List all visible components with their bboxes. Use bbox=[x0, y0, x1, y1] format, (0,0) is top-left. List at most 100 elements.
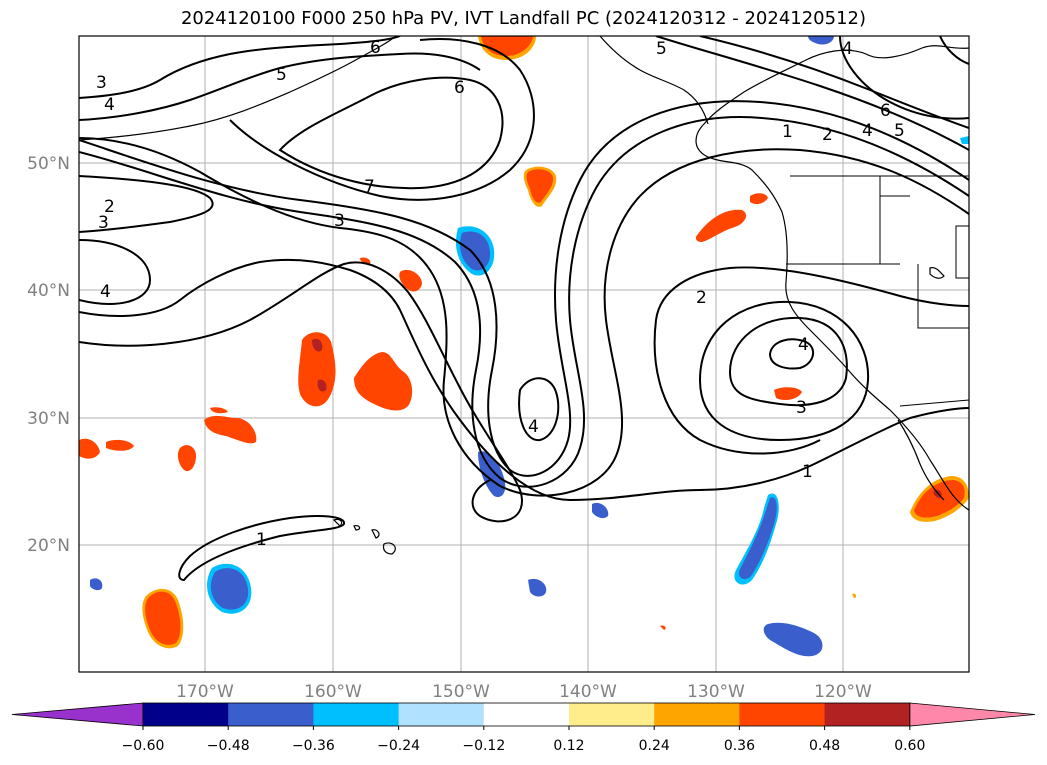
colorbar-segment bbox=[143, 703, 229, 726]
contour-label: 6 bbox=[880, 101, 891, 121]
colorbar-tick-label: −0.24 bbox=[377, 738, 420, 754]
contour-label: 4 bbox=[842, 39, 853, 59]
positive-anomaly-patches bbox=[79, 36, 969, 649]
contour-line bbox=[655, 266, 969, 321]
contour-label: 1 bbox=[256, 530, 267, 550]
neg-patch bbox=[738, 497, 777, 580]
colorbar-tick-label: −0.36 bbox=[292, 738, 335, 754]
colorbar-tick-label: −0.12 bbox=[462, 738, 505, 754]
map-panel: 3 4 2 3 4 5 6 6 7 3 4 1 5 4 1 2 4 6 5 2 bbox=[78, 35, 970, 673]
colorbar-segment bbox=[313, 703, 400, 726]
colorbar-extend-low bbox=[11, 702, 144, 727]
contour-labels: 3 4 2 3 4 5 6 6 7 3 4 1 5 4 1 2 4 6 5 2 bbox=[96, 38, 905, 550]
lat-tick-label: 20°N bbox=[27, 536, 70, 556]
neg-patch bbox=[960, 136, 969, 144]
contour-label: 2 bbox=[822, 125, 833, 145]
colorbar-tick-label: 0.48 bbox=[809, 738, 840, 754]
contour-line bbox=[939, 36, 969, 65]
contour-line bbox=[768, 338, 815, 370]
pos-patch bbox=[399, 269, 422, 292]
lat-tick-label: 40°N bbox=[27, 281, 70, 301]
neg-patch bbox=[460, 231, 491, 271]
border-state-box bbox=[955, 225, 969, 279]
colorbar-segment bbox=[739, 703, 826, 726]
lon-tick-label: 120°W bbox=[814, 682, 872, 702]
contour-line bbox=[79, 36, 401, 99]
colorbar-tick-label: −0.60 bbox=[122, 738, 165, 754]
pos-patch bbox=[526, 169, 554, 203]
pos-patch bbox=[695, 209, 747, 242]
colorbar bbox=[11, 702, 1036, 730]
contour-label: 1 bbox=[782, 122, 793, 142]
contour-line bbox=[839, 36, 969, 120]
lon-tick-label: 130°W bbox=[687, 682, 745, 702]
contour-label: 6 bbox=[370, 38, 381, 58]
pos-patch bbox=[317, 379, 327, 392]
pos-patch bbox=[774, 387, 802, 400]
colorbar-tick-label: 0.12 bbox=[553, 738, 584, 754]
contour-label: 4 bbox=[528, 417, 539, 437]
neg-patch bbox=[808, 36, 834, 45]
colorbar-tick-label: 0.60 bbox=[894, 738, 925, 754]
pos-patch bbox=[354, 352, 413, 411]
colorbar-segment bbox=[398, 703, 485, 726]
lon-tick-label: 160°W bbox=[304, 682, 362, 702]
contour-line bbox=[178, 515, 345, 582]
contour-line bbox=[518, 377, 560, 442]
contour-label: 5 bbox=[894, 121, 905, 141]
coastline-baja bbox=[897, 419, 945, 501]
map-title: 2024120100 F000 250 hPa PV, IVT Landfall… bbox=[180, 8, 867, 29]
colorbar-frame bbox=[142, 702, 911, 727]
colorbar-tick-label: 0.36 bbox=[724, 738, 755, 754]
lat-tick-labels: 50°N 40°N 30°N 20°N bbox=[27, 154, 70, 556]
neg-patch bbox=[90, 578, 103, 591]
contour-label: 6 bbox=[454, 78, 465, 98]
colorbar-tick-labels: −0.60 −0.48 −0.36 −0.24 −0.12 0.12 0.24 0.36 0.4… bbox=[122, 738, 926, 754]
coastline-lake bbox=[929, 267, 945, 279]
contour-label: 3 bbox=[796, 398, 807, 418]
contour-label: 5 bbox=[656, 39, 667, 59]
contour-label: 7 bbox=[364, 177, 375, 197]
colorbar-segment bbox=[569, 703, 655, 726]
contour-line bbox=[79, 52, 481, 121]
negative-anomaly-patches bbox=[90, 36, 969, 657]
contour-line bbox=[278, 76, 504, 190]
contour-line bbox=[79, 258, 969, 502]
pos-patch bbox=[750, 193, 768, 205]
pos-patch bbox=[79, 438, 100, 459]
contour-line bbox=[79, 175, 214, 233]
pos-patch bbox=[204, 415, 257, 444]
coastline-hawaii bbox=[332, 518, 396, 555]
contour-label: 4 bbox=[862, 121, 873, 141]
contour-line bbox=[79, 261, 523, 523]
pos-patch bbox=[106, 439, 134, 451]
contour-label: 4 bbox=[100, 282, 111, 302]
pos-patch bbox=[312, 338, 323, 352]
lon-tick-label: 150°W bbox=[432, 682, 490, 702]
lat-tick-label: 30°N bbox=[27, 409, 70, 429]
colorbar-segment bbox=[654, 703, 740, 726]
contour-line bbox=[79, 239, 152, 305]
contour-label: 1 bbox=[802, 462, 813, 482]
contour-line bbox=[728, 316, 848, 407]
border-us-mexico bbox=[899, 399, 969, 407]
contour-label: 2 bbox=[696, 288, 707, 308]
pos-patch bbox=[914, 480, 965, 518]
contour-label: 2 bbox=[104, 197, 115, 217]
lon-tick-labels: 170°W 160°W 150°W 140°W 130°W 120°W bbox=[176, 682, 872, 702]
neg-patch bbox=[210, 568, 249, 610]
coastline-north-america bbox=[695, 45, 969, 511]
contour-line bbox=[79, 137, 969, 497]
pos-patch bbox=[481, 36, 533, 56]
colorbar-segment bbox=[824, 703, 911, 726]
colorbar-tick-label: 0.24 bbox=[639, 738, 670, 754]
coastlines bbox=[79, 36, 969, 555]
neg-patch bbox=[763, 622, 823, 657]
lon-tick-label: 170°W bbox=[176, 682, 234, 702]
political-borders bbox=[786, 175, 969, 407]
contour-label: 4 bbox=[104, 95, 115, 115]
contour-label: 3 bbox=[96, 73, 107, 93]
coastline-aleutian-chain bbox=[79, 36, 397, 141]
contour-line bbox=[655, 36, 969, 151]
